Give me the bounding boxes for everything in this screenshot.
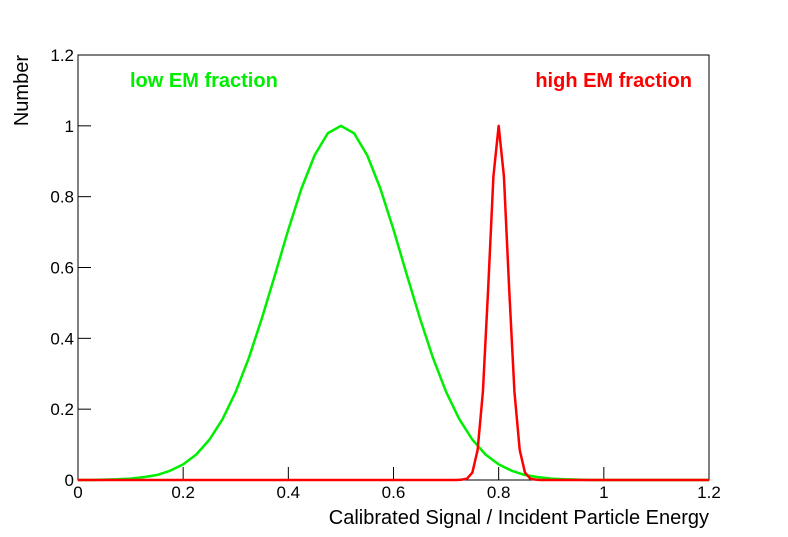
series-line [78, 124, 709, 482]
x-tick-label: 0.6 [382, 483, 406, 502]
series-label: high EM fraction [535, 70, 692, 92]
series-line [78, 124, 709, 482]
y-tick-label: 1.2 [50, 46, 74, 65]
x-tick-label: 1 [599, 483, 608, 502]
y-tick-label: 0.8 [50, 188, 74, 207]
x-tick-label: 0.4 [277, 483, 301, 502]
y-axis-label: Number [11, 55, 33, 126]
y-tick-label: 0.2 [50, 400, 74, 419]
x-tick-label: 0 [73, 483, 82, 502]
plot-frame [77, 54, 710, 481]
x-axis-label: Calibrated Signal / Incident Particle En… [329, 507, 709, 529]
y-tick-label: 0.6 [50, 259, 74, 278]
series-label: low EM fraction [130, 70, 278, 92]
y-tick-label: 0 [65, 471, 74, 490]
y-tick-label: 1 [65, 117, 74, 136]
x-tick-label: 1.2 [697, 483, 721, 502]
x-tick-label: 0.2 [171, 483, 195, 502]
x-tick-label: 0.8 [487, 483, 511, 502]
y-tick-label: 0.4 [50, 329, 74, 348]
